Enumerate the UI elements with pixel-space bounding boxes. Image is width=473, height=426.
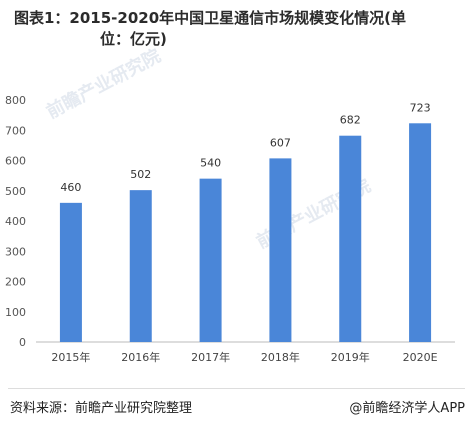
y-tick-label: 200 xyxy=(5,276,26,289)
x-tick-label: 2017年 xyxy=(191,350,230,364)
bar xyxy=(269,158,292,342)
data-label: 502 xyxy=(130,168,151,181)
y-tick-label: 800 xyxy=(5,94,26,107)
x-tick-label: 2015年 xyxy=(51,350,90,364)
bar xyxy=(409,123,432,342)
data-label: 540 xyxy=(200,157,221,170)
x-tick-label: 2020E xyxy=(403,351,438,364)
y-tick-label: 100 xyxy=(5,306,26,319)
bar xyxy=(339,135,362,342)
chart-title: 图表1：2015-2020年中国卫星通信市场规模变化情况(单 位：亿元) xyxy=(14,8,454,50)
data-label: 723 xyxy=(410,101,431,114)
footer-divider xyxy=(8,388,465,389)
x-tick-label: 2018年 xyxy=(261,350,300,364)
chart-title-line1: 图表1：2015-2020年中国卫星通信市场规模变化情况(单 xyxy=(14,9,407,27)
source-note: 资料来源：前瞻产业研究院整理 xyxy=(10,401,193,416)
data-label: 682 xyxy=(340,114,361,127)
chart-title-line2: 位：亿元) xyxy=(100,30,167,48)
y-tick-label: 600 xyxy=(5,155,26,168)
data-label: 460 xyxy=(60,181,81,194)
bar xyxy=(129,190,152,342)
x-tick-label: 2016年 xyxy=(121,350,160,364)
y-tick-label: 400 xyxy=(5,215,26,228)
y-tick-label: 300 xyxy=(5,245,26,258)
credit-note: @前瞻经济学人APP xyxy=(349,401,465,416)
y-tick-label: 700 xyxy=(5,124,26,137)
bar xyxy=(199,178,222,342)
y-tick-label: 0 xyxy=(19,336,26,349)
x-tick-label: 2019年 xyxy=(331,350,370,364)
data-label: 607 xyxy=(270,136,291,149)
bar xyxy=(59,202,82,342)
y-tick-label: 500 xyxy=(5,185,26,198)
